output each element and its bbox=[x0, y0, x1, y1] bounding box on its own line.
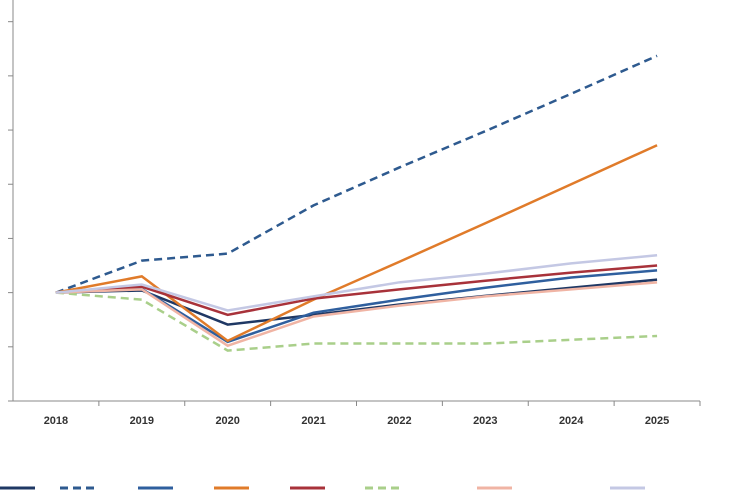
x-tick-label: 2024 bbox=[559, 415, 584, 427]
series-line bbox=[55, 144, 658, 343]
x-tick-label: 2018 bbox=[44, 415, 68, 427]
series-line bbox=[55, 253, 658, 312]
x-tick-label: 2022 bbox=[387, 415, 411, 427]
series-line bbox=[55, 264, 658, 317]
series-line bbox=[55, 278, 658, 326]
x-tick-label: 2025 bbox=[645, 415, 669, 427]
series-line bbox=[55, 281, 658, 348]
x-tick-label: 2020 bbox=[215, 415, 239, 427]
x-tick-label: 2019 bbox=[130, 415, 154, 427]
series-line bbox=[55, 54, 658, 294]
x-tick-label: 2023 bbox=[473, 415, 497, 427]
series-line bbox=[55, 291, 658, 352]
x-tick-label: 2021 bbox=[301, 415, 325, 427]
